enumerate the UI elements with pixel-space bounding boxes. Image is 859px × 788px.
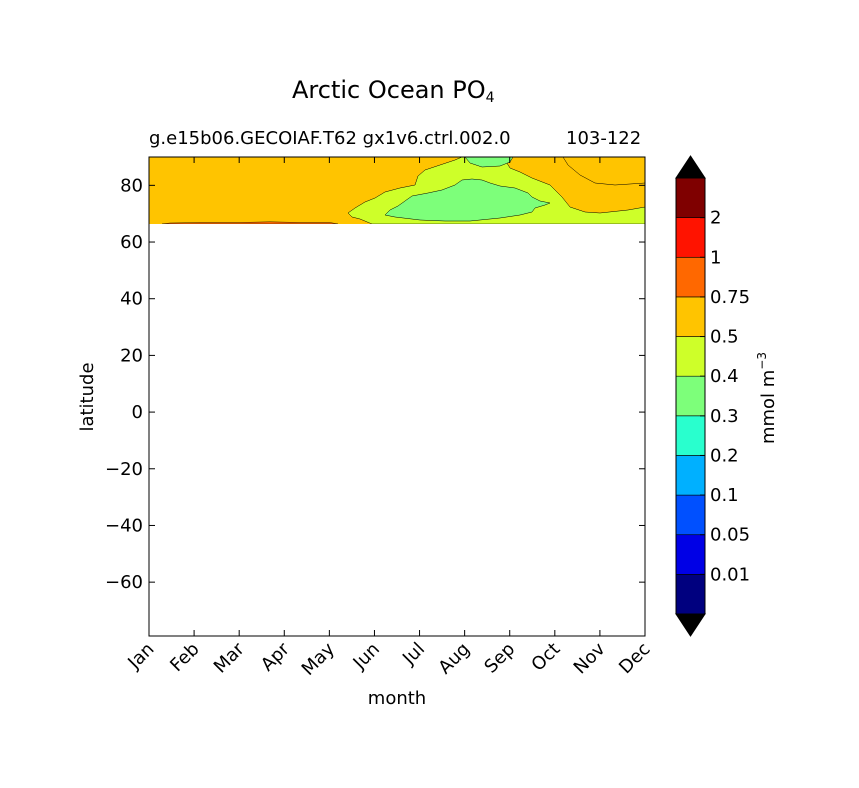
colorbar-swatch (675, 494, 706, 536)
colorbar-swatch (675, 574, 706, 615)
x-tick-label: Feb (166, 639, 203, 676)
x-tick-label: Nov (570, 638, 610, 678)
y-tick-label: 80 (120, 175, 143, 196)
contour-region-0.3-0.4-top (464, 157, 514, 168)
y-axis-label: latitude (77, 362, 98, 431)
plot-frame (148, 156, 646, 637)
x-tick-label: Jan (123, 639, 158, 674)
colorbar-tick-label: 0.05 (710, 525, 750, 546)
x-tick-label: Sep (480, 639, 519, 678)
colorbar-tick-label: 0.1 (710, 485, 739, 506)
colorbar-tick-label: 0.3 (710, 406, 739, 427)
x-tick-label: Dec (615, 639, 654, 678)
y-tick-label: 0 (132, 402, 143, 423)
colorbar-tick-label: 0.4 (710, 366, 739, 387)
x-tick-label: Jul (398, 639, 429, 670)
x-tick-label: May (298, 638, 339, 679)
x-axis-label: month (368, 688, 426, 709)
colorbar-swatch (675, 296, 706, 337)
colorbar: 0.01 0.05 0.1 0.2 0.3 0.4 0.5 0.75 1 2 (675, 155, 750, 637)
colorbar-tick-label: 0.2 (710, 445, 739, 466)
year-range: 103-122 (566, 128, 642, 149)
x-tick-label: Aug (434, 639, 474, 679)
y-tick-label: 20 (120, 345, 143, 366)
colorbar-tick-label: 1 (710, 247, 721, 268)
colorbar-swatch (675, 415, 706, 456)
colorbar-tick-label: 0.01 (710, 564, 750, 585)
chart-title: Arctic Ocean PO4 (292, 76, 495, 106)
y-tick-label: −20 (105, 459, 143, 480)
colorbar-swatch (675, 177, 706, 218)
colorbar-tick-label: 0.5 (710, 327, 739, 348)
x-tick-label: Jun (349, 639, 384, 674)
x-tick-label: Mar (210, 638, 249, 677)
colorbar-tick-label: 0.75 (710, 287, 750, 308)
colorbar-tick-label: 2 (710, 208, 721, 229)
y-tick-label: −60 (105, 572, 143, 593)
colorbar-swatch (675, 217, 706, 258)
y-tick-label: 60 (120, 232, 143, 253)
contour-region-0.3-0.4 (384, 178, 551, 222)
x-tick-label: Oct (527, 639, 564, 676)
colorbar-swatch (675, 455, 706, 496)
y-axis: 80 60 40 20 0 −20 −40 −60 (105, 175, 645, 593)
colorbar-extend-max (675, 155, 706, 179)
y-tick-label: 40 (120, 289, 143, 310)
contour-region-0.4-0.5-right (562, 157, 645, 186)
run-name: g.e15b06.GECOIAF.T62 gx1v6.ctrl.002.0 (149, 128, 511, 149)
contour-region-0.75-1 (161, 221, 339, 224)
colorbar-frame (675, 177, 706, 615)
plot-area (149, 157, 645, 636)
x-tick-label: Apr (257, 638, 294, 675)
colorbar-label: mmol m−3 (755, 352, 779, 444)
colorbar-swatch (675, 256, 706, 298)
colorbar-extend-min (675, 613, 706, 637)
y-tick-label: −40 (105, 515, 143, 536)
colorbar-swatch (675, 534, 706, 575)
colorbar-swatch (675, 375, 706, 417)
colorbar-swatch (675, 336, 706, 377)
contour-field (149, 157, 645, 224)
